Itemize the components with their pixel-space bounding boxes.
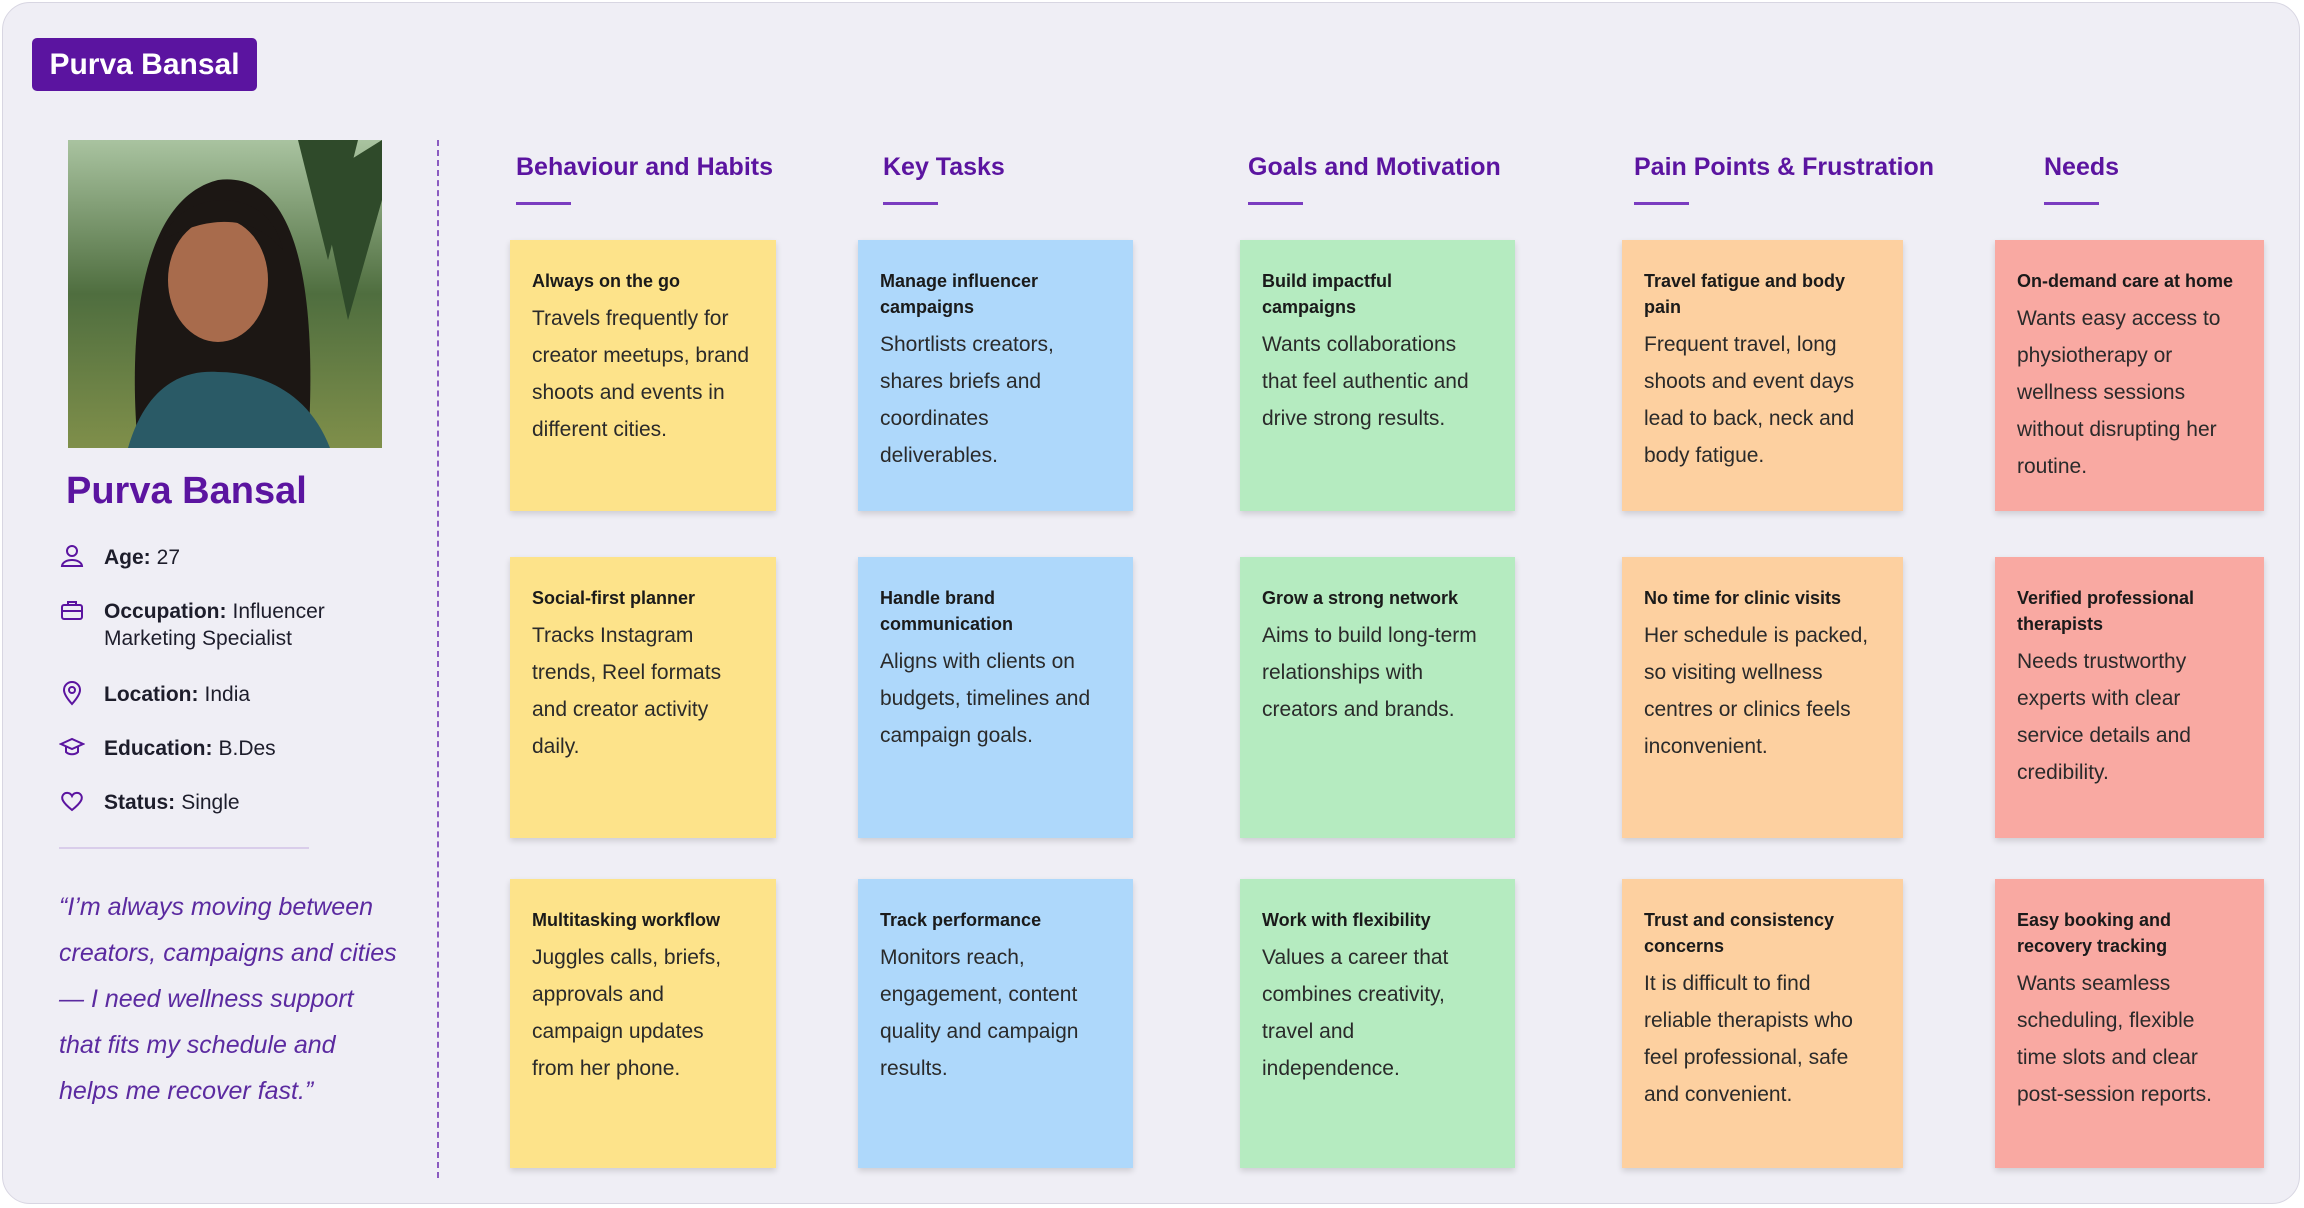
card-body: Wants collaborations that feel authentic… [1262,333,1469,430]
sticky-card: Verified professional therapists Needs tr… [1995,557,2264,838]
detail-value: India [204,683,251,706]
sticky-card: Travel fatigue and body pain Frequent tra… [1622,240,1903,511]
sticky-card: Trust and consistency concerns It is diff… [1622,879,1903,1168]
sticky-card: Track performance Monitors reach, engagem… [858,879,1133,1168]
detail-row: Status: Single [104,789,354,816]
card-body: Monitors reach, engagement, content qual… [880,946,1079,1080]
sticky-card: Work with flexibility Values a career tha… [1240,879,1515,1168]
detail-value: B.Des [218,737,276,760]
sticky-card: Manage influencer campaigns Shortlists cr… [858,240,1133,511]
detail-label: Status: [104,791,176,814]
card-body: Tracks Instagram trends, Reel formats an… [532,624,722,758]
divider [59,847,309,849]
card-body: Travels frequently for creator meetups, … [532,307,750,441]
detail-row: Location: India [104,681,354,708]
column-header: Key Tasks [883,153,1005,181]
header-underline [1248,202,1303,205]
sticky-card: Build impactful campaigns Wants collabora… [1240,240,1515,511]
column-header: Needs [2044,153,2120,181]
card-title: No time for clinic visits [1644,588,1842,608]
detail-row: Age: 27 [104,544,354,571]
card-title: Grow a strong network [1262,588,1459,608]
quote: “I’m always moving between creators, cam… [59,893,397,1105]
card-body: Aligns with clients on budgets, timeline… [880,650,1091,747]
sticky-card: Always on the go Travels frequently for c… [510,240,776,511]
card-title: Verified professional therapists [2017,588,2195,634]
detail-value: Single [181,791,240,814]
card-title: Social-first planner [532,588,696,608]
card-title: Always on the go [532,271,681,291]
column-header: Pain Points & Frustration [1634,153,1935,181]
card-title: Handle brand communication [880,588,1014,634]
detail-row: Education: B.Des [104,735,354,762]
card-title: Manage influencer campaigns [880,271,1039,317]
header-underline [2044,202,2099,205]
card-body: Frequent travel, long shoots and event d… [1644,333,1855,467]
card-body: Juggles calls, briefs, approvals and cam… [532,946,722,1080]
column-header: Goals and Motivation [1248,153,1501,181]
card-title: On-demand care at home [2017,271,2234,291]
card-body: Values a career that combines creativity… [1262,946,1449,1080]
sticky-card: Multitasking workflow Juggles calls, brie… [510,879,776,1168]
card-body: Wants easy access to physiotherapy or we… [2017,307,2221,478]
detail-value: 27 [156,546,181,569]
profile-name: Purva Bansal [66,470,307,512]
card-body: Needs trustworthy experts with clear ser… [2017,650,2191,784]
card-title: Work with flexibility [1262,910,1431,930]
card-title: Travel fatigue and body pain [1644,271,1846,317]
card-body: It is difficult to find reliable therapi… [1644,972,1853,1106]
sticky-card: On-demand care at home Wants easy access … [1995,240,2264,511]
dashed-divider [437,140,439,1178]
profile-photo [68,140,382,448]
card-title: Track performance [880,910,1042,930]
column-header: Behaviour and Habits [516,153,773,181]
sticky-card: Social-first planner Tracks Instagram tre… [510,557,776,838]
card-title: Multitasking workflow [532,910,721,930]
detail-icon [61,601,83,620]
detail-label: Education: [104,737,213,760]
header-underline [883,202,938,205]
detail-icon [62,681,82,706]
card-title: Easy booking and recovery tracking [2017,910,2172,956]
detail-label: Occupation: [104,600,227,623]
card-body: Her schedule is packed, so visiting well… [1644,624,1869,758]
card-title: Build impactful campaigns [1262,271,1392,317]
sticky-card: Easy booking and recovery tracking Wants … [1995,879,2264,1168]
card-title: Trust and consistency concerns [1644,910,1835,956]
persona-tag: Purva Bansal [32,38,257,91]
card-body: Aims to build long-term relationships wi… [1262,624,1477,721]
detail-icon [61,791,83,812]
card-body: Wants seamless scheduling, flexible time… [2017,972,2212,1106]
header-underline [1634,202,1689,205]
card-body: Shortlists creators, shares briefs and c… [880,333,1054,467]
detail-value: Influencer Marketing Specialist [104,600,325,650]
detail-icon [59,737,85,756]
sticky-card: No time for clinic visits Her schedule is… [1622,557,1903,838]
detail-label: Location: [104,683,199,706]
sticky-card: Handle brand communication Aligns with cl… [858,557,1133,838]
sticky-card: Grow a strong network Aims to build long-… [1240,557,1515,838]
header-underline [516,202,571,205]
detail-label: Age: [104,546,151,569]
detail-icon [60,545,84,567]
detail-row: Occupation: Influencer Marketing Speciali… [104,598,354,652]
